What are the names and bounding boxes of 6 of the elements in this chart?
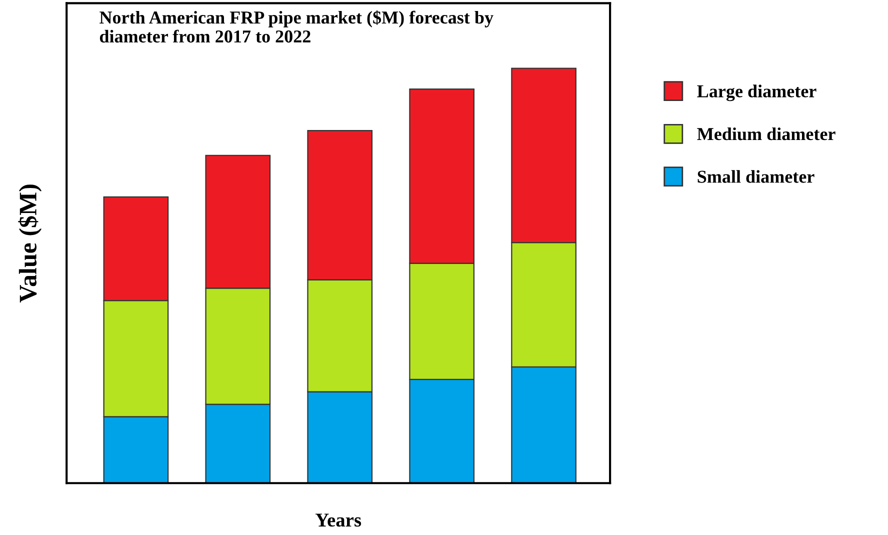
legend-label: Small diameter (698, 170, 814, 183)
chart-title: North American FRP pipe market ($M) forecast by diameter from 2017 to 2022 (100, 10, 494, 43)
legend-label: Large diameter (697, 84, 816, 102)
legend-label: Medium diameter (697, 127, 836, 140)
x-axis-title: Years (315, 514, 362, 527)
y-axis-title: Value ($M) (18, 184, 42, 302)
